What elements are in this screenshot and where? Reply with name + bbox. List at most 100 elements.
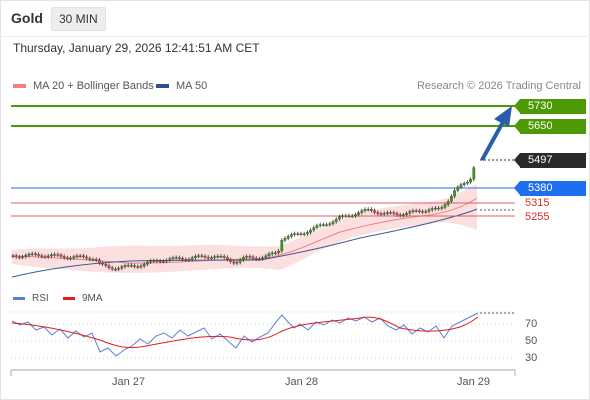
candle-body xyxy=(69,257,72,260)
candle-body xyxy=(370,209,373,211)
candle-body xyxy=(98,259,101,264)
x-label-jan28: Jan 28 xyxy=(285,376,319,388)
candle-body xyxy=(283,238,287,241)
candle-body xyxy=(104,264,108,266)
candle-body xyxy=(72,256,76,259)
ma20-label: MA 20 + Bollinger Bands xyxy=(33,80,154,92)
candle-body xyxy=(142,263,146,267)
candle-body xyxy=(376,212,380,214)
candle-body xyxy=(456,186,460,191)
candle-body xyxy=(149,260,152,263)
candle-body xyxy=(296,233,300,235)
candle-body xyxy=(350,215,354,218)
candle-body xyxy=(322,224,325,226)
candle-body xyxy=(347,215,351,217)
candle-body xyxy=(40,255,44,257)
candle-body xyxy=(267,253,271,257)
candle-body xyxy=(114,268,117,271)
rsi-9ma-line xyxy=(11,316,479,349)
candle-body xyxy=(181,258,184,260)
candle-body xyxy=(91,259,95,261)
candle-body xyxy=(171,257,175,259)
timeframe-button[interactable]: 30 MIN xyxy=(51,7,106,31)
candle-body xyxy=(18,256,21,259)
candle-body xyxy=(126,264,130,267)
candle-body xyxy=(386,212,389,214)
symbol-title: Gold xyxy=(11,10,43,26)
candle-body xyxy=(206,256,210,259)
candle-body xyxy=(117,268,120,270)
candle-body xyxy=(50,254,53,257)
candle-body xyxy=(290,234,293,237)
candle-body xyxy=(146,261,149,265)
legend-9ma: 9MA xyxy=(63,293,103,304)
candle-body xyxy=(219,255,223,258)
candle-body xyxy=(418,210,421,212)
candle-body xyxy=(110,267,114,270)
rsi-level-30: 30 xyxy=(525,352,538,364)
candle-body xyxy=(360,210,364,213)
candle-body xyxy=(331,221,335,224)
candle-body xyxy=(254,257,258,260)
candle-body xyxy=(27,253,31,256)
candle-body xyxy=(392,212,396,214)
candle-body xyxy=(363,209,367,211)
support1-label: 5315 xyxy=(525,197,550,209)
candle-body xyxy=(14,255,18,258)
pivot-tag: 5380 xyxy=(514,181,586,196)
candle-body xyxy=(178,257,181,259)
candle-body xyxy=(66,257,69,259)
ma50-swatch xyxy=(156,84,169,88)
rsi-swatch xyxy=(13,297,25,300)
candle-body xyxy=(299,233,303,235)
candle-body xyxy=(30,253,34,255)
candle-body xyxy=(130,264,133,267)
candle-body xyxy=(334,219,338,222)
candle-body xyxy=(245,256,248,258)
candle-body xyxy=(382,213,386,215)
candle-body xyxy=(184,259,188,261)
ma20-swatch xyxy=(13,84,26,88)
candle-body xyxy=(203,255,207,258)
candle-body xyxy=(261,257,264,259)
ma20-line xyxy=(11,197,478,264)
target1-tag: 5650 xyxy=(514,119,586,134)
candle-body xyxy=(357,212,360,215)
candle-body xyxy=(427,209,431,212)
candle-body xyxy=(59,254,63,257)
candle-body xyxy=(341,215,344,217)
candle-body xyxy=(101,263,104,265)
candle-body xyxy=(222,256,226,258)
rsi-level-70: 70 xyxy=(525,318,538,330)
candle-body xyxy=(187,259,191,261)
candle-body xyxy=(459,184,463,188)
candle-body xyxy=(162,261,165,263)
candle-body xyxy=(133,265,136,267)
candle-body xyxy=(472,167,476,180)
rsi-line xyxy=(11,312,479,357)
candle-body xyxy=(344,215,348,217)
candle-body xyxy=(309,229,312,233)
rsi-label: RSI xyxy=(32,293,49,304)
candle-body xyxy=(366,209,370,211)
candle-body xyxy=(56,254,60,256)
candle-body xyxy=(194,256,197,258)
candle-body xyxy=(37,254,40,256)
candle-body xyxy=(85,256,88,259)
candle-body xyxy=(43,256,47,258)
candle-body xyxy=(453,190,456,197)
candle-body xyxy=(293,233,296,235)
last-price-tag: 5497 xyxy=(514,153,586,168)
candle-body xyxy=(235,262,239,264)
candle-body xyxy=(155,260,159,262)
candle-body xyxy=(248,256,252,258)
candle-body xyxy=(421,211,424,213)
candle-body xyxy=(469,179,472,183)
9ma-swatch xyxy=(63,297,75,300)
candle-body xyxy=(120,266,124,269)
candle-body xyxy=(82,255,85,258)
candle-body xyxy=(24,255,28,257)
forecast-arrowhead xyxy=(494,106,512,127)
target2-tag: 5730 xyxy=(514,99,586,114)
